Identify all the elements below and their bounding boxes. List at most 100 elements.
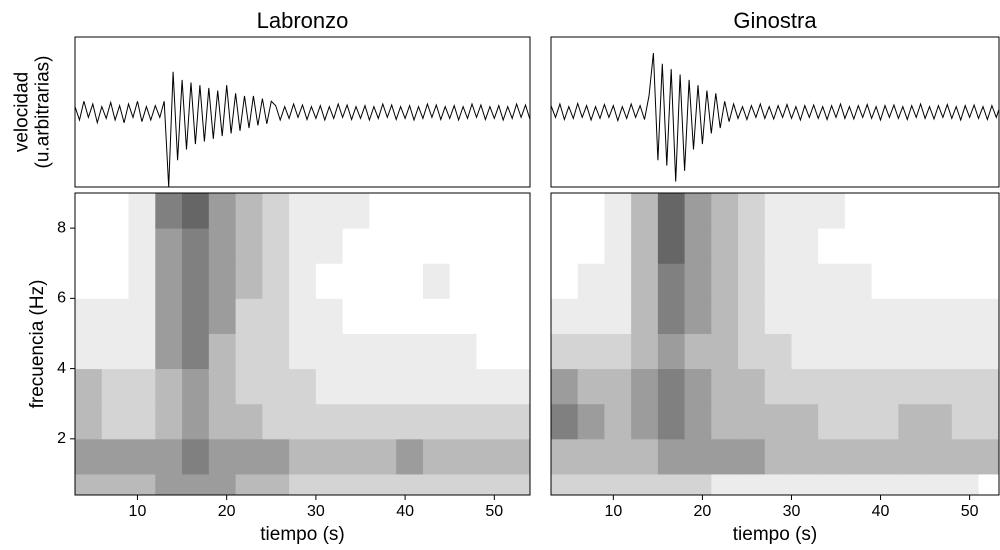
spectrogram-cell	[631, 333, 659, 370]
spectrogram-cell	[262, 403, 290, 440]
spectrogram-cell	[503, 263, 530, 299]
spectrogram-cell	[711, 298, 739, 334]
spectrogram-cell	[342, 298, 370, 334]
spectrogram-cell	[604, 228, 632, 264]
spectrogram-cell	[925, 193, 953, 229]
spectrogram-cell	[604, 193, 632, 229]
spectrogram-cell	[128, 403, 156, 440]
spectrogram-cell	[396, 263, 424, 299]
spectrogram-cell	[208, 403, 237, 440]
spectrogram-cell	[262, 438, 290, 475]
spectrogram-cell	[925, 298, 953, 334]
spectrogram-cell	[182, 193, 210, 229]
spectrogram-cell	[551, 298, 579, 334]
spectrogram-cell	[75, 193, 103, 229]
spectrogram-cell	[738, 298, 766, 334]
spectrogram-cell	[315, 263, 344, 299]
spectrogram-cell	[738, 473, 766, 495]
spectrogram-cell	[503, 298, 530, 334]
spectrogram-cell	[503, 368, 530, 405]
spectrogram-cell	[551, 263, 579, 299]
spectrogram-cell	[978, 438, 999, 475]
spectrogram-cell	[818, 228, 846, 264]
spectrogram-cell	[289, 228, 317, 264]
spectrogram-cell	[342, 228, 370, 264]
spectrogram-cell	[871, 263, 899, 299]
spectrogram-cell	[577, 368, 605, 405]
spectrogram-cell	[978, 263, 999, 299]
spectrogram-cell	[235, 473, 263, 495]
spectrogram-cell	[289, 438, 317, 475]
y-axis-label: frecuencia (Hz)	[27, 280, 48, 409]
spectrogram-cell	[738, 368, 766, 405]
spectrogram-cell	[657, 263, 686, 299]
spectrogram-cell	[684, 473, 712, 495]
spectrogram-cell	[764, 403, 792, 440]
spectrogram-cell	[289, 473, 317, 495]
plot-area	[75, 71, 530, 187]
spectrogram-cell	[657, 403, 686, 440]
spectrogram-cell	[342, 368, 370, 405]
spectrogram-cell	[315, 298, 344, 334]
spectrogram-cell	[764, 438, 792, 475]
spectrogram-cell	[396, 333, 424, 370]
spectrogram-cell	[604, 368, 632, 405]
x-tick-label: 20	[694, 503, 712, 520]
spectrogram-cell	[235, 228, 263, 264]
spectrogram-cell	[75, 368, 103, 405]
spectrogram-cell	[604, 333, 632, 370]
spectrogram-cell	[764, 298, 792, 334]
spectrogram-cell	[631, 368, 659, 405]
spectrogram-cell	[155, 263, 183, 299]
panel-title: Labronzo	[257, 8, 349, 33]
spectrogram-cell	[449, 473, 477, 495]
spectrogram-cell	[791, 193, 819, 229]
spectrogram-cell	[315, 368, 344, 405]
spectrogram-cell	[503, 473, 530, 495]
spectrogram-cell	[951, 473, 980, 495]
spectrogram-cell	[978, 368, 999, 405]
spectrogram-cell	[75, 438, 103, 475]
spectrogram-cell	[75, 263, 103, 299]
spectrogram-cell	[396, 193, 424, 229]
spectrogram-cell	[764, 263, 792, 299]
spectrogram-cell	[577, 438, 605, 475]
spectrogram-cell	[898, 263, 926, 299]
spectrogram-cell	[551, 193, 579, 229]
spectrogram-cell	[684, 403, 712, 440]
spectrogram-cell	[604, 403, 632, 440]
spectrogram-cell	[155, 438, 183, 475]
spectrogram-cell	[449, 193, 477, 229]
spectrogram-cell	[449, 263, 477, 299]
spectrogram-cell	[422, 473, 451, 495]
spectrogram-cell	[422, 298, 451, 334]
spectrogram-cell	[738, 403, 766, 440]
spectrogram-cell	[925, 368, 953, 405]
spectrogram-cell	[657, 438, 686, 475]
spectrogram-cell	[684, 298, 712, 334]
spectrogram-cell	[738, 228, 766, 264]
x-tick-label: 30	[307, 503, 325, 520]
spectrogram-cell	[208, 438, 237, 475]
spectrogram-cell	[342, 438, 370, 475]
spectrogram-cell	[289, 193, 317, 229]
spectrogram-cell	[369, 298, 397, 334]
spectrogram-cell	[342, 403, 370, 440]
spectrogram-cell	[396, 473, 424, 495]
spectrogram-cell	[577, 263, 605, 299]
spectrogram-cell	[684, 193, 712, 229]
spectrogram-cell	[369, 403, 397, 440]
x-axis-label: tiempo (s)	[733, 524, 817, 545]
spectrogram-cell	[551, 473, 579, 495]
spectrogram-cell	[898, 403, 926, 440]
spectrogram-cell	[128, 193, 156, 229]
spectrogram-cell	[791, 438, 819, 475]
spectrogram-cell	[155, 298, 183, 334]
spectrogram-cell	[657, 333, 686, 370]
spectrogram-cell	[764, 368, 792, 405]
spectrogram-cell	[75, 228, 103, 264]
spectrogram-cell	[342, 193, 370, 229]
spectrogram-cell	[657, 193, 686, 229]
spectrogram-cell	[101, 333, 130, 370]
spectrogram-cell	[631, 438, 659, 475]
